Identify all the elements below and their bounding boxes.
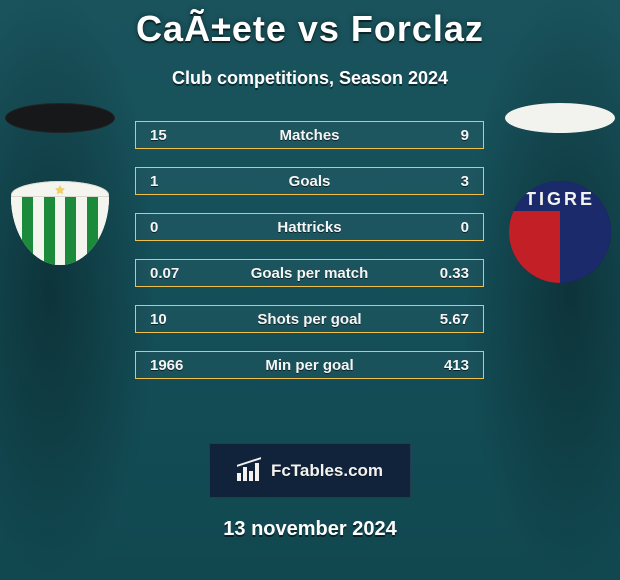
shield-top: ★ <box>11 181 109 197</box>
branding-box: FcTables.com <box>209 443 411 498</box>
stat-left-value: 0 <box>150 219 158 236</box>
branding-text: FcTables.com <box>271 461 383 481</box>
competition-season: Club competitions, Season 2024 <box>0 68 620 89</box>
stat-left-value: 1 <box>150 173 158 190</box>
badge-lower <box>509 211 611 283</box>
comparison-area: ★ TIGRE <box>0 121 620 421</box>
stat-label: Matches <box>136 122 483 148</box>
left-team-badge-icon: ★ <box>11 181 109 265</box>
right-team-oval-icon <box>505 103 615 133</box>
star-icon: ★ <box>55 183 66 197</box>
badge-band-text: TIGRE <box>525 189 595 210</box>
stat-right-value: 9 <box>461 127 469 144</box>
bar-chart-icon <box>237 461 265 481</box>
stat-left-value: 15 <box>150 127 167 144</box>
stat-row-matches: 15 Matches 9 <box>135 121 484 149</box>
left-team-oval-icon <box>5 103 115 133</box>
stat-right-value: 5.67 <box>440 311 469 328</box>
stat-left-value: 1966 <box>150 357 183 374</box>
shield-body <box>11 197 109 265</box>
date-label: 13 november 2024 <box>0 518 620 541</box>
stat-row-min-per-goal: 1966 Min per goal 413 <box>135 351 484 379</box>
stat-row-shots-per-goal: 10 Shots per goal 5.67 <box>135 305 484 333</box>
stat-left-value: 10 <box>150 311 167 328</box>
stat-right-value: 0 <box>461 219 469 236</box>
stat-label: Goals <box>136 168 483 194</box>
infographic-container: CaÃ±ete vs Forclaz Club competitions, Se… <box>0 0 620 580</box>
stat-right-value: 0.33 <box>440 265 469 282</box>
stat-row-goals-per-match: 0.07 Goals per match 0.33 <box>135 259 484 287</box>
right-team-column: TIGRE <box>500 103 620 283</box>
stat-label: Shots per goal <box>136 306 483 332</box>
badge-half-blue <box>560 211 611 283</box>
stat-label: Min per goal <box>136 352 483 378</box>
stat-right-value: 413 <box>444 357 469 374</box>
stat-row-goals: 1 Goals 3 <box>135 167 484 195</box>
stat-row-hattricks: 0 Hattricks 0 <box>135 213 484 241</box>
badge-band: TIGRE <box>509 181 611 211</box>
badge-half-red <box>509 211 560 283</box>
shield-stripes <box>11 197 109 265</box>
stat-label: Goals per match <box>136 260 483 286</box>
stat-left-value: 0.07 <box>150 265 179 282</box>
left-team-column: ★ <box>0 103 120 265</box>
right-team-badge-icon: TIGRE <box>509 181 611 283</box>
stat-right-value: 3 <box>461 173 469 190</box>
stat-label: Hattricks <box>136 214 483 240</box>
page-title: CaÃ±ete vs Forclaz <box>0 8 620 50</box>
